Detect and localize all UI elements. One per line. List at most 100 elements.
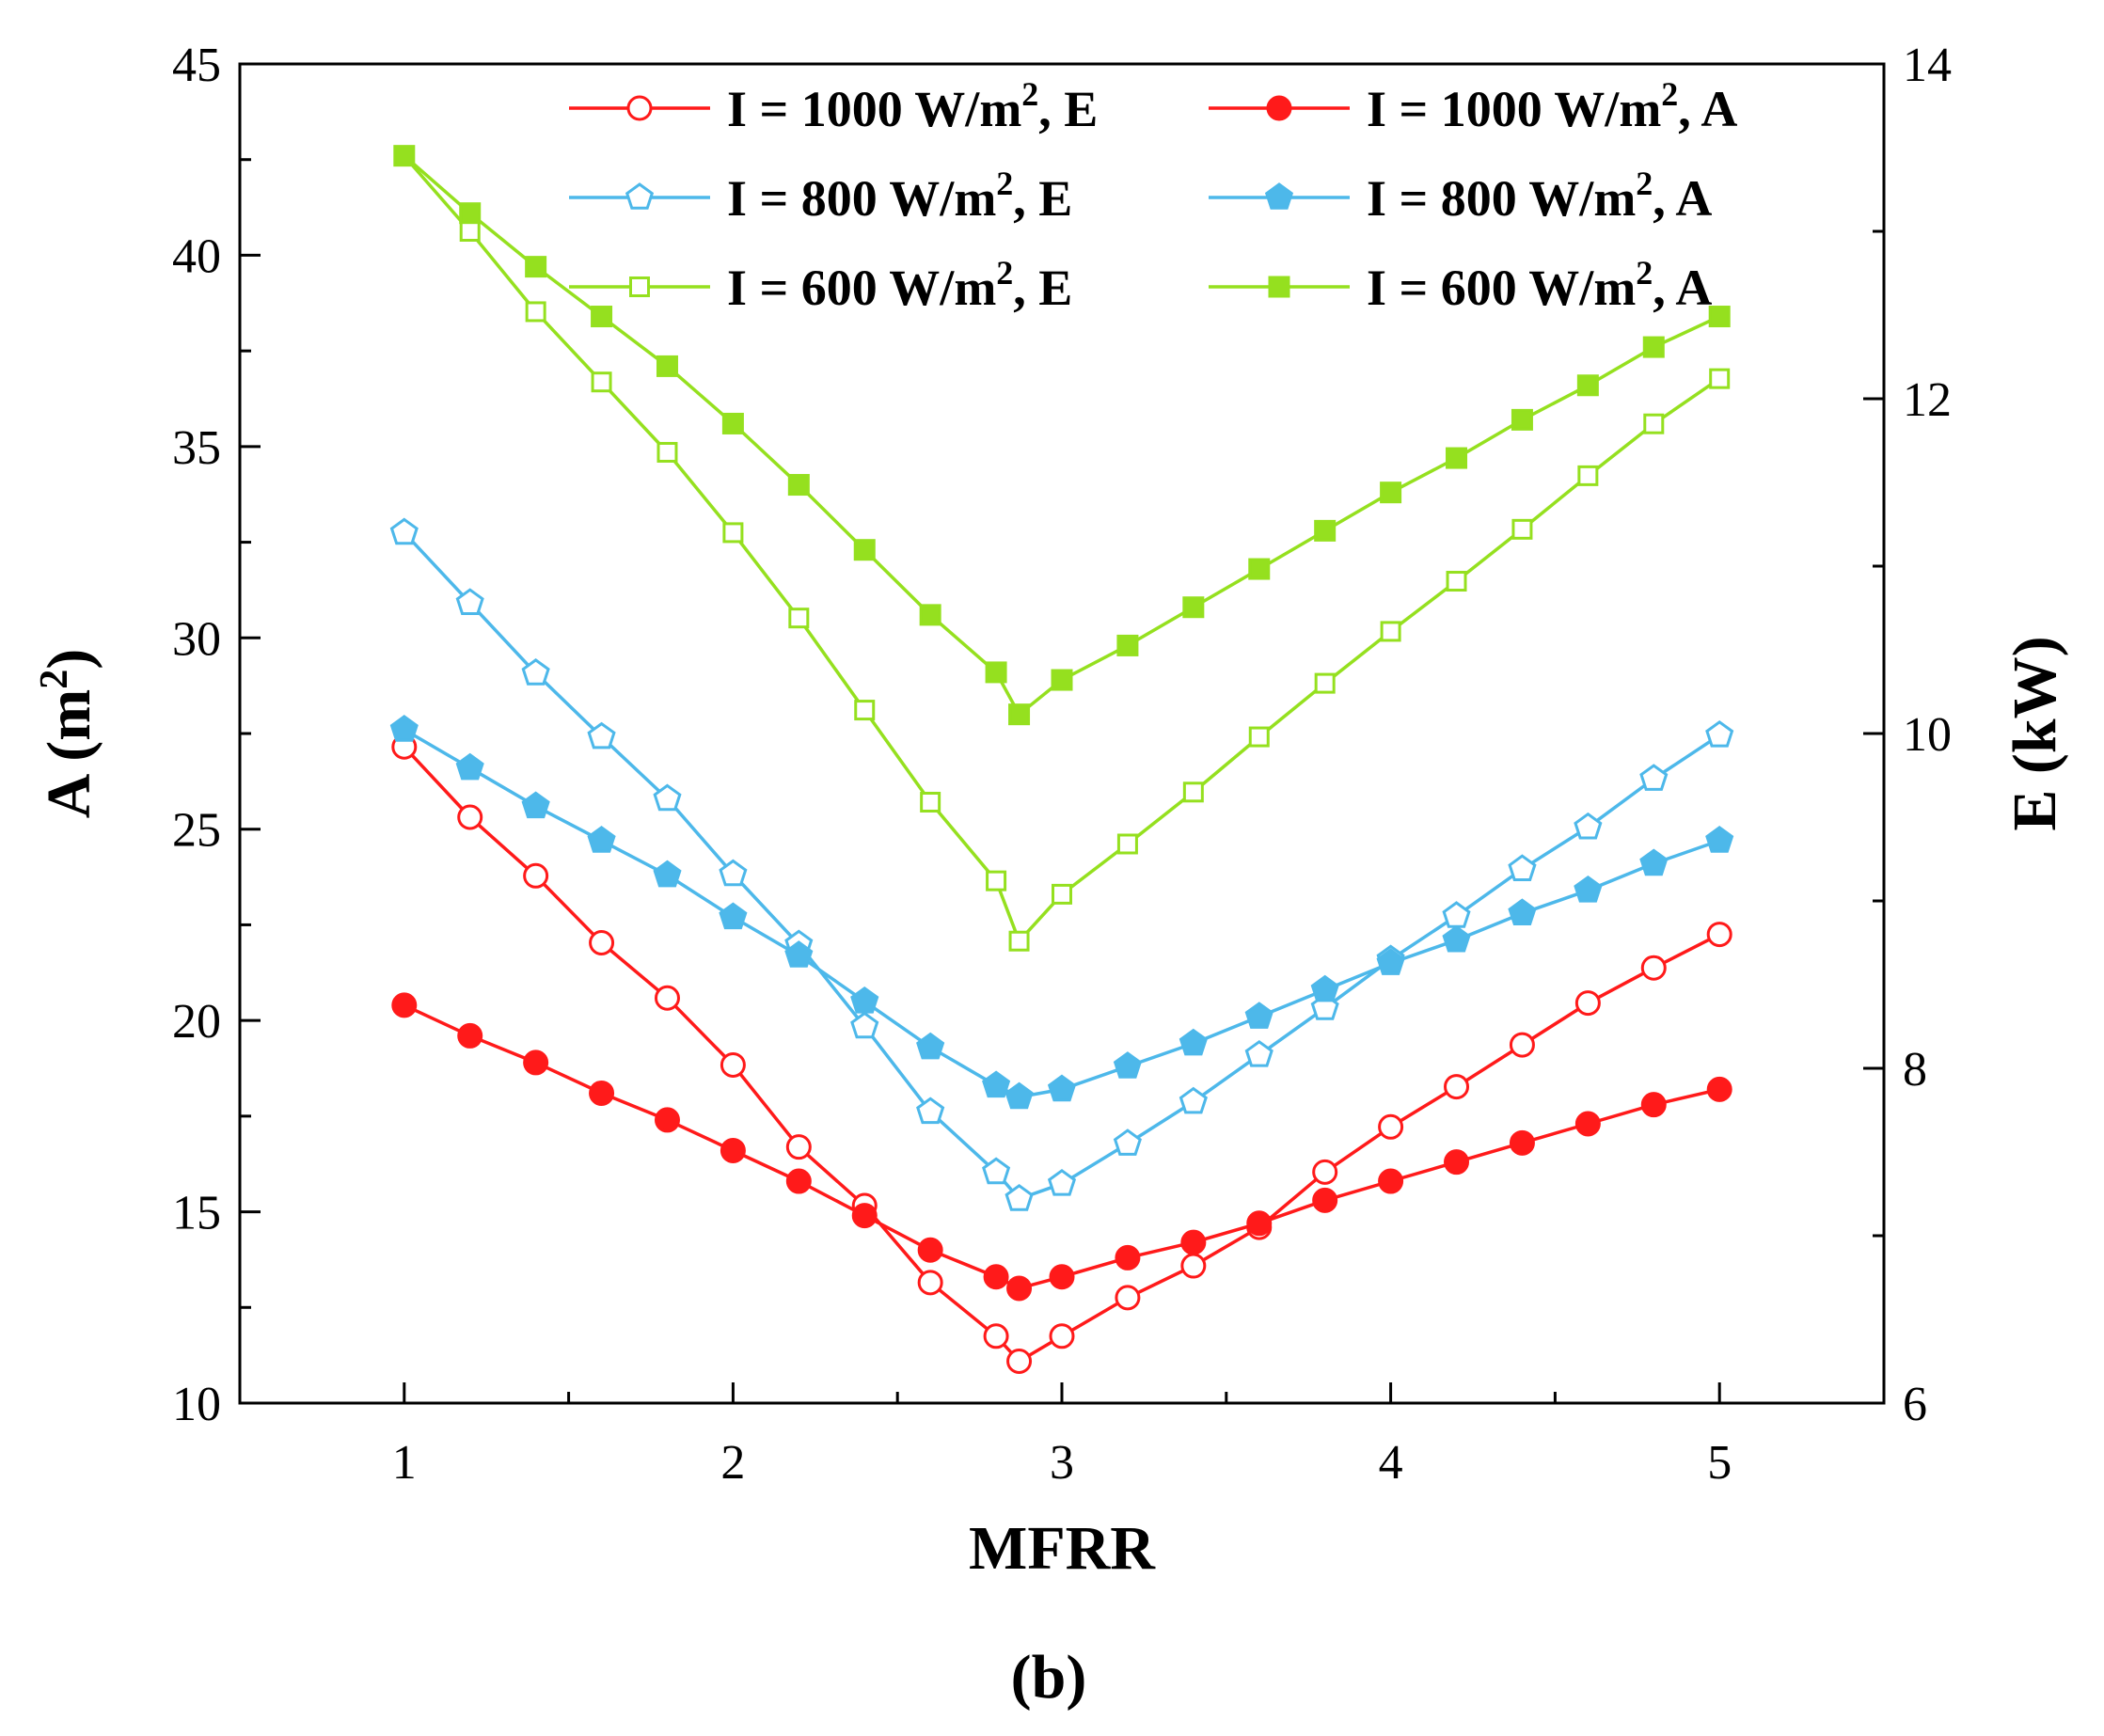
legend-marker — [1266, 95, 1292, 121]
legend-marker — [629, 276, 650, 297]
data-point — [1047, 1074, 1077, 1102]
data-point — [1312, 1159, 1338, 1185]
series-4 — [393, 145, 1731, 952]
series-3 — [389, 715, 1734, 1110]
data-point — [1705, 826, 1734, 853]
data-point — [1577, 465, 1599, 486]
data-point — [1312, 1187, 1338, 1213]
data-point — [1248, 558, 1271, 580]
data-point — [1005, 1081, 1034, 1110]
data-point — [916, 1097, 945, 1125]
data-point — [919, 604, 941, 626]
data-point — [787, 474, 810, 497]
data-point — [1639, 764, 1669, 791]
data-point — [1511, 518, 1533, 540]
data-point — [1709, 368, 1731, 389]
data-point — [1378, 1168, 1404, 1194]
data-point — [916, 1032, 945, 1060]
legend-entry: I = 600 W/m2, E — [569, 254, 1072, 316]
data-point — [523, 862, 549, 889]
series-line — [403, 154, 1721, 943]
data-point — [654, 985, 680, 1011]
legend-entry: I = 800 W/m2, E — [569, 165, 1072, 227]
legend-entry: I = 1000 W/m2, E — [569, 75, 1098, 137]
series-layer — [389, 145, 1734, 1374]
data-point — [389, 517, 419, 545]
x-axis-title: MFRR — [969, 1514, 1156, 1583]
series-line — [403, 1003, 1720, 1290]
data-point — [657, 441, 678, 463]
data-point — [1005, 1183, 1034, 1211]
legend-label: I = 600 W/m2, E — [727, 254, 1072, 316]
data-point — [1047, 1168, 1077, 1196]
panel-label: (b) — [1011, 1643, 1087, 1712]
legend-entry: I = 1000 W/m2, A — [1209, 75, 1737, 137]
data-point — [785, 1168, 812, 1194]
data-point — [719, 859, 748, 887]
data-point — [1008, 930, 1030, 952]
y-axis-left-title-sup: 2 — [33, 670, 76, 689]
y-left-tick-label: 45 — [172, 39, 221, 92]
data-point — [1049, 1264, 1075, 1290]
y-axis-left-title: A (m2) — [33, 649, 103, 818]
y-right-tick-label: 12 — [1903, 373, 1952, 427]
legend-marker — [626, 95, 653, 121]
legend-entry: I = 600 W/m2, A — [1209, 254, 1712, 316]
y-left-tick-label: 40 — [172, 229, 221, 283]
data-point — [389, 715, 419, 742]
data-point — [525, 301, 546, 323]
data-point — [1246, 1210, 1273, 1237]
data-point — [722, 522, 744, 544]
data-point — [1639, 848, 1669, 876]
data-point — [1508, 854, 1537, 881]
data-point — [1706, 1076, 1732, 1102]
data-point — [982, 1070, 1011, 1098]
y-axis-right-title: E (kW) — [2001, 636, 2069, 830]
data-point — [1006, 1275, 1033, 1302]
data-point — [850, 986, 879, 1014]
y-axis-left-title-text: A (m — [35, 689, 103, 818]
data-point — [1574, 875, 1603, 903]
legend-entry: I = 800 W/m2, A — [1209, 165, 1712, 227]
data-point — [455, 588, 484, 615]
data-point — [1182, 596, 1205, 619]
y-right-tick-label: 6 — [1903, 1378, 1927, 1431]
x-tick-label: 4 — [1379, 1436, 1403, 1490]
data-point — [589, 930, 615, 955]
data-point — [1509, 1129, 1535, 1156]
legend-marker — [1264, 182, 1294, 210]
data-point — [1179, 1028, 1208, 1056]
legend-marker — [1268, 276, 1290, 298]
data-point — [1248, 726, 1270, 748]
data-point — [720, 1051, 746, 1078]
x-tick-label: 5 — [1707, 1436, 1732, 1490]
y-left-tick-label: 30 — [172, 612, 221, 666]
series-0 — [391, 734, 1732, 1374]
data-point — [851, 1203, 878, 1229]
data-point — [1179, 1086, 1208, 1114]
data-point — [1442, 924, 1471, 953]
data-point — [459, 221, 481, 242]
data-point — [457, 804, 483, 830]
data-point — [1574, 990, 1601, 1017]
legend: I = 1000 W/m2, E I = 1000 W/m2, A I = 800 … — [569, 75, 1737, 316]
data-point — [1116, 833, 1138, 855]
data-point — [1508, 898, 1537, 925]
data-point — [917, 1237, 943, 1263]
y-right-tick-label: 10 — [1903, 708, 1952, 762]
data-point — [1380, 621, 1401, 642]
data-point — [521, 658, 550, 686]
y-axis-left-title-close: ) — [35, 649, 103, 670]
data-point — [1376, 948, 1405, 975]
series-line — [403, 728, 1720, 1099]
data-point — [720, 1137, 746, 1163]
y-right-tick-label: 8 — [1903, 1043, 1927, 1097]
legend-label: I = 1000 W/m2, E — [727, 75, 1098, 137]
data-point — [521, 791, 550, 819]
data-point — [1113, 1051, 1142, 1079]
data-point — [1052, 883, 1072, 905]
x-tick-label: 3 — [1050, 1436, 1074, 1490]
data-point — [1509, 1032, 1535, 1058]
data-point — [1182, 781, 1204, 803]
data-point — [788, 608, 810, 629]
